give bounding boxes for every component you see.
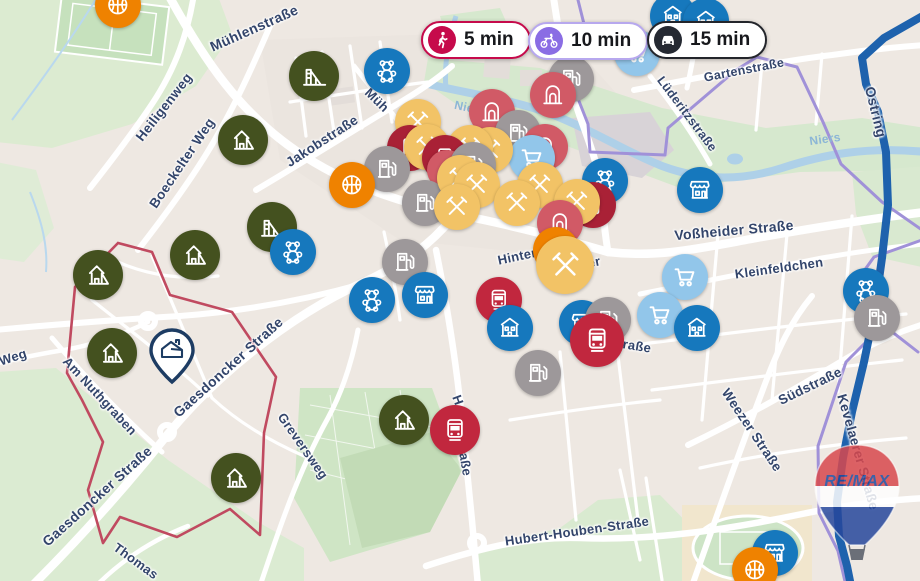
bike-icon <box>535 27 563 55</box>
car-icon <box>654 26 682 54</box>
poi-marker-fuel[interactable] <box>854 295 900 341</box>
poi-marker-sport[interactable] <box>732 547 778 581</box>
travel-time-label: 15 min <box>690 29 751 50</box>
poi-marker-transit[interactable] <box>430 405 480 455</box>
poi-marker-shop[interactable] <box>677 167 723 213</box>
travel-time-badge-drive[interactable]: 15 min <box>647 21 768 59</box>
poi-marker-transit[interactable] <box>570 313 624 367</box>
poi-marker-playground[interactable] <box>289 51 339 101</box>
poi-marker-playhouse[interactable] <box>170 230 220 280</box>
travel-time-label: 10 min <box>571 30 632 51</box>
property-location-pin[interactable] <box>148 328 196 385</box>
poi-marker-school[interactable] <box>674 305 720 351</box>
travel-time-badge-bike[interactable]: 10 min <box>528 22 649 60</box>
poi-marker-playhouse[interactable] <box>87 328 137 378</box>
poi-marker-restaurant[interactable] <box>494 180 540 226</box>
poi-marker-landmark[interactable] <box>530 72 576 118</box>
poi-marker-supermarket[interactable] <box>662 254 708 300</box>
poi-marker-playhouse[interactable] <box>379 395 429 445</box>
poi-marker-daycare[interactable] <box>270 229 316 275</box>
poi-marker-restaurant[interactable] <box>536 236 594 294</box>
poi-marker-shop[interactable] <box>402 272 448 318</box>
poi-marker-playhouse[interactable] <box>218 115 268 165</box>
walk-icon <box>428 26 456 54</box>
travel-time-label: 5 min <box>464 29 514 50</box>
poi-marker-daycare[interactable] <box>349 277 395 323</box>
poi-marker-daycare[interactable] <box>364 48 410 94</box>
poi-marker-restaurant[interactable] <box>434 184 480 230</box>
poi-marker-playhouse[interactable] <box>211 453 261 503</box>
house-pin-icon <box>148 328 196 389</box>
travel-time-badge-walk[interactable]: 5 min <box>421 21 531 59</box>
district-outline <box>65 241 278 545</box>
poi-marker-fuel[interactable] <box>515 350 561 396</box>
poi-marker-playhouse[interactable] <box>73 250 123 300</box>
poi-marker-sport[interactable] <box>95 0 141 28</box>
poi-marker-sport[interactable] <box>329 162 375 208</box>
poi-marker-school[interactable] <box>487 305 533 351</box>
